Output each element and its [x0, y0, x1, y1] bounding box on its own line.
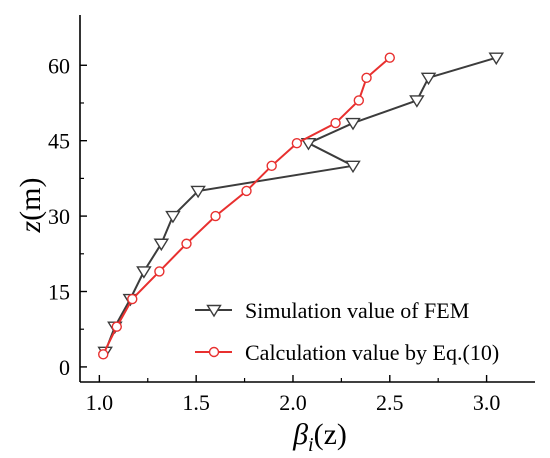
legend: Simulation value of FEM Calculation valu… — [190, 293, 535, 370]
legend-marker-triangle-icon — [206, 304, 222, 318]
axis-ticks: 1.0 1.5 2.0 2.5 3.0 0 15 30 45 60 — [48, 53, 500, 415]
data-point-triangle — [300, 137, 317, 151]
plot-area — [79, 15, 535, 383]
data-point-triangle — [136, 266, 152, 279]
legend-label-simulation: Simulation value of FEM — [245, 298, 469, 323]
y-axis-title: z(m) — [14, 177, 47, 233]
series-layer — [97, 52, 505, 360]
data-point-triangle — [345, 117, 361, 131]
data-point-circle — [154, 266, 165, 277]
data-point-circle — [127, 293, 138, 305]
data-point-circle — [111, 321, 122, 332]
data-point-circle — [181, 238, 192, 249]
x-tick-label: 1.5 — [182, 390, 210, 415]
data-point-triangle — [409, 95, 425, 108]
x-tick-label: 2.0 — [279, 390, 307, 415]
data-point-circle — [266, 160, 277, 172]
data-point-circle — [353, 95, 365, 106]
data-point-triangle — [488, 52, 505, 66]
data-point-circle — [361, 72, 372, 84]
series-calculation — [98, 52, 395, 360]
legend-box — [190, 293, 535, 370]
data-point-circle — [210, 210, 221, 222]
data-point-circle — [330, 117, 341, 129]
data-point-circle — [384, 52, 395, 63]
data-point-triangle — [345, 160, 361, 174]
data-point-circle — [241, 185, 252, 197]
data-point-triangle — [420, 72, 437, 86]
data-point-triangle — [190, 185, 206, 199]
legend-label-calculation: Calculation value by Eq.(10) — [245, 340, 499, 365]
data-point-triangle — [153, 238, 170, 252]
y-tick-label: 60 — [48, 53, 70, 78]
x-tick-label: 3.0 — [473, 390, 501, 415]
y-tick-label: 45 — [48, 129, 70, 154]
x-tick-label: 2.5 — [376, 390, 404, 415]
y-tick-label: 30 — [48, 204, 70, 229]
legend-marker-circle-icon — [208, 346, 220, 358]
y-tick-label: 15 — [48, 280, 70, 305]
data-point-circle — [291, 137, 303, 149]
y-tick-label: 0 — [59, 355, 70, 380]
data-point-triangle — [165, 210, 181, 224]
x-axis-title: βi(z) — [292, 418, 347, 456]
x-tick-label: 1.0 — [86, 390, 114, 415]
data-point-circle — [98, 349, 109, 360]
